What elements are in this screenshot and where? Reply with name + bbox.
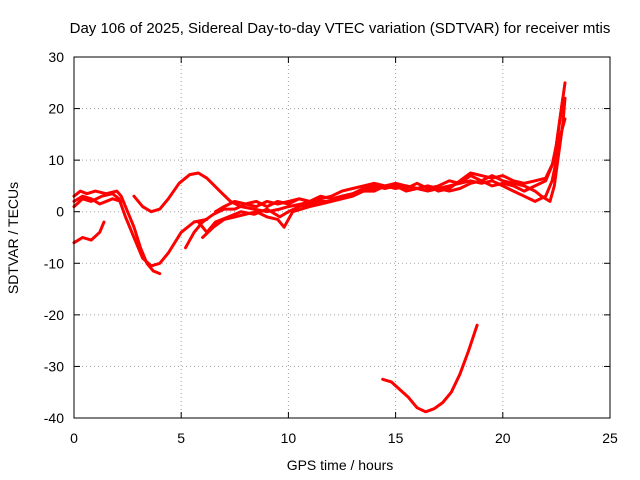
y-tick-label: 20 [48, 101, 64, 117]
y-tick-label: -40 [44, 410, 64, 426]
chart-title: Day 106 of 2025, Sidereal Day-to-day VTE… [70, 20, 611, 37]
x-tick-label: 10 [281, 430, 297, 446]
series-line-arc-10 [381, 323, 479, 414]
series-line-arc-4 [72, 220, 106, 245]
x-tick-label: 15 [388, 430, 404, 446]
y-tick-label: 30 [48, 49, 64, 65]
x-tick-label: 0 [70, 430, 78, 446]
x-tick-label: 25 [602, 430, 618, 446]
y-axis-label: SDTVAR / TECUs [5, 182, 21, 294]
plot-frame [73, 56, 611, 419]
series-group [72, 81, 567, 414]
y-tick-label: -20 [44, 307, 64, 323]
y-tick-label: 10 [48, 152, 64, 168]
x-axis-label: GPS time / hours [287, 457, 394, 473]
axis-ticks: 0 5 10 15 20 25 -40 -30 -20 -10 0 10 20 30 [44, 49, 618, 446]
y-tick-label: 0 [56, 204, 64, 220]
series-line-arc-3 [72, 194, 123, 206]
x-tick-label: 20 [495, 430, 511, 446]
x-tick-label: 5 [177, 430, 185, 446]
series-line-arc-7 [196, 81, 567, 234]
series-line-arc-5 [132, 171, 312, 214]
y-tick-label: -30 [44, 358, 64, 374]
series-line-arc-6 [184, 117, 567, 250]
grid-lines [74, 57, 610, 418]
y-tick-label: -10 [44, 255, 64, 271]
series-line-arc-9 [214, 96, 565, 214]
series-line-arc-8 [201, 96, 567, 239]
